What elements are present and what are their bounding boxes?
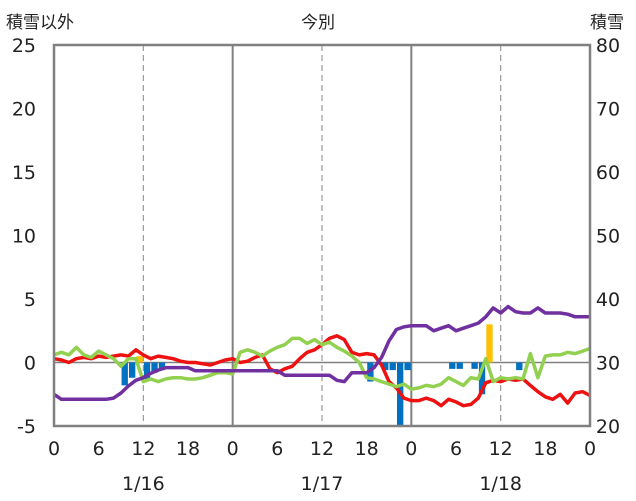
series-line-green	[53, 336, 591, 391]
x-tick-label: 12	[310, 438, 334, 460]
y-tick-label-left: 10	[12, 226, 36, 248]
bar	[158, 362, 166, 371]
x-tick-label: 12	[131, 438, 155, 460]
bar	[486, 324, 493, 363]
x-tick-label: 6	[271, 438, 283, 460]
y-tick-label-right: 80	[596, 35, 620, 57]
bar	[456, 362, 463, 369]
y-tick-label-left: 0	[24, 353, 36, 375]
y-tick-label-right: 60	[596, 162, 620, 184]
right-axis-label: 積雪	[590, 13, 624, 33]
x-tick-label: 6	[450, 438, 462, 460]
x-tick-label: 0	[405, 438, 417, 460]
bar	[478, 362, 486, 395]
y-tick-label-right: 30	[596, 353, 620, 375]
bar	[516, 362, 523, 371]
bar	[151, 362, 158, 373]
x-tick-label: 0	[584, 438, 596, 460]
x-tick-label: 18	[176, 438, 200, 460]
y-tick-label-left: 15	[12, 162, 36, 184]
x-tick-label: 18	[355, 438, 379, 460]
bar	[382, 362, 389, 371]
date-label: 1/18	[479, 473, 522, 495]
bar	[404, 362, 411, 371]
date-label: 1/16	[122, 473, 165, 495]
y-tick-label-right: 70	[596, 99, 620, 121]
y-tick-label-right: 50	[596, 226, 620, 248]
bar	[129, 362, 136, 378]
bar	[143, 362, 151, 380]
bar	[449, 362, 456, 369]
chart-title: 今別	[301, 13, 335, 33]
y-tick-label-right: 40	[596, 289, 620, 311]
x-tick-label: 6	[93, 438, 105, 460]
x-tick-label: 12	[489, 438, 513, 460]
x-tick-label: 0	[227, 438, 239, 460]
y-tick-label-left: -5	[17, 416, 36, 438]
x-tick-label: 18	[533, 438, 557, 460]
bar	[136, 356, 143, 363]
y-tick-label-left: 25	[12, 35, 36, 57]
series-line-purple	[53, 304, 590, 402]
bar	[389, 362, 396, 371]
bar	[471, 362, 478, 369]
x-tick-label: 0	[48, 438, 60, 460]
plot-frame	[52, 43, 592, 428]
left-axis-label: 積雪以外	[6, 13, 74, 33]
y-tick-label-left: 20	[12, 99, 36, 121]
y-tick-label-right: 20	[596, 416, 620, 438]
y-tick-label-left: 5	[24, 289, 36, 311]
bar	[121, 362, 128, 386]
date-label: 1/17	[301, 473, 344, 495]
